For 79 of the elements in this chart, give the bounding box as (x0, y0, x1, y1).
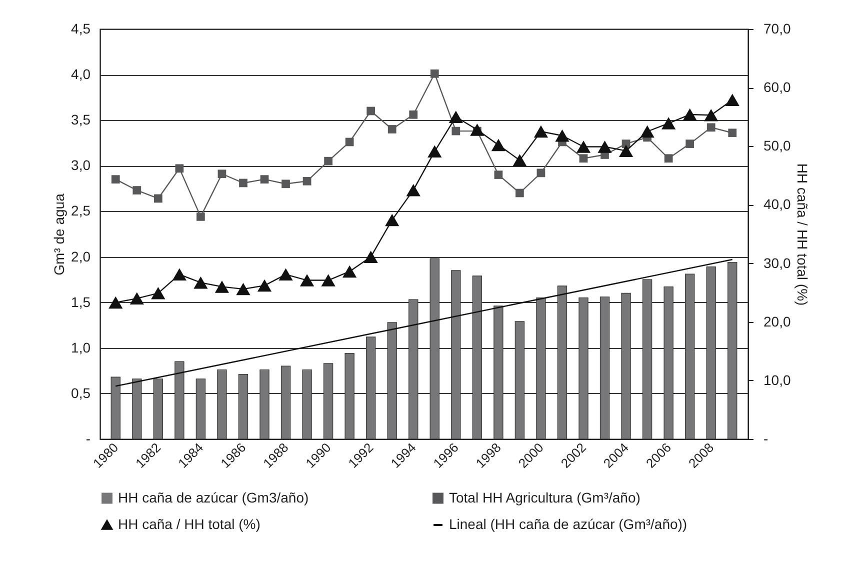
legend-label: Lineal (HH caña de azúcar (Gm³/año)) (449, 516, 688, 532)
point (388, 125, 396, 134)
point (282, 180, 290, 188)
y-axis-title: Gm³ de agua (51, 193, 68, 276)
point (706, 123, 716, 132)
y-tick-label: 1,0 (71, 339, 91, 356)
point (218, 170, 226, 178)
point (172, 268, 187, 281)
y2-tick-label: 70,0 (764, 20, 791, 36)
point (661, 117, 676, 130)
y-tick-label: 3,5 (71, 112, 91, 128)
legend-label: Total HH Agricultura (Gm³/año) (449, 489, 640, 506)
point (598, 140, 612, 153)
point (664, 154, 673, 163)
point (257, 279, 272, 292)
y-tick-label: 4,5 (71, 20, 91, 36)
point (579, 154, 588, 163)
y-tick-label: 3,0 (71, 157, 91, 174)
point (512, 154, 527, 166)
point (278, 268, 293, 281)
point (406, 184, 420, 196)
point (132, 186, 142, 194)
point (452, 126, 460, 136)
y2-tick-label: 20,0 (764, 313, 791, 330)
point (196, 212, 205, 221)
point (151, 287, 166, 300)
point (260, 175, 269, 184)
point (385, 214, 400, 226)
y2-tick-label: 40,0 (764, 196, 791, 212)
point (366, 106, 376, 116)
point (194, 276, 208, 289)
point (536, 168, 546, 178)
point (428, 145, 442, 158)
y2-axis-title: HH caña / HH total (%) (794, 163, 811, 306)
point (302, 176, 312, 186)
point (640, 125, 654, 138)
point (214, 280, 230, 293)
y2-tick-label: 10,0 (764, 372, 791, 388)
point (300, 274, 314, 286)
point (324, 156, 332, 166)
point (534, 125, 548, 138)
point (342, 265, 357, 278)
point (682, 108, 697, 121)
point (516, 188, 524, 198)
y2-tick-label: 50,0 (764, 138, 791, 154)
y-tick-label: 0,5 (71, 384, 91, 401)
y-tick-label: 1,5 (71, 294, 91, 310)
point (130, 292, 144, 305)
y2-tick-label: 60,0 (764, 79, 791, 96)
y-tick-label: 4,0 (71, 66, 91, 82)
point (239, 178, 248, 188)
point (108, 296, 123, 309)
y-tick-label: 2,5 (71, 202, 91, 219)
point (364, 250, 378, 263)
point (494, 170, 503, 179)
point (409, 110, 418, 119)
point (345, 138, 354, 146)
y2-tick-label: 30,0 (764, 254, 791, 271)
point (728, 128, 737, 138)
point (686, 140, 694, 148)
point (175, 164, 184, 173)
y-tick-label: 2,0 (71, 248, 91, 264)
legend-label: HH caña / HH total (%) (118, 516, 260, 532)
point (470, 124, 484, 136)
legend-label: HH caña de azúcar (Gm3/año) (118, 489, 309, 506)
y-tick-label: - (86, 430, 91, 446)
point (555, 129, 570, 142)
point (321, 274, 336, 286)
point (576, 140, 591, 153)
point (491, 138, 506, 152)
point (704, 108, 718, 122)
y2-tick-label: - (764, 430, 768, 446)
point (448, 110, 463, 123)
point (236, 282, 250, 296)
point (154, 194, 162, 203)
point (111, 175, 120, 184)
point (430, 69, 439, 78)
point (618, 144, 634, 157)
point (725, 94, 740, 106)
